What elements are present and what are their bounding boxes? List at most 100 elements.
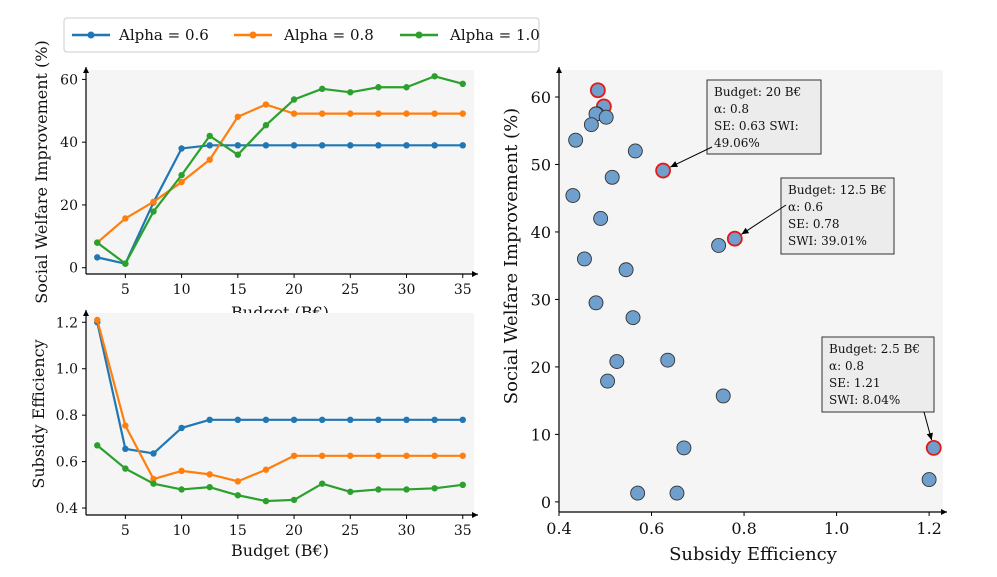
x-ticks: 5 10 15 20 25 30 35	[121, 274, 472, 298]
data-point-alpha-1-0	[122, 260, 129, 267]
data-point-alpha-1-0	[290, 496, 298, 504]
data-point-alpha-1-0	[318, 85, 326, 93]
legend: Alpha = 0.6 Alpha = 0.8 Alpha = 1.0	[63, 17, 540, 53]
legend-frame	[63, 17, 540, 53]
x-tick-label: 15	[229, 523, 247, 539]
data-point-alpha-0-6	[403, 416, 410, 424]
x-tick-label: 10	[173, 282, 191, 298]
data-point-alpha-0-8	[178, 467, 185, 475]
data-point-alpha-0-8	[262, 466, 270, 473]
data-point-alpha-0-8	[234, 478, 242, 485]
data-point-alpha-0-8	[318, 110, 326, 117]
series-lines	[94, 316, 466, 505]
scatter-point	[711, 238, 727, 253]
y-axis-arrow	[83, 310, 89, 316]
y-tick-label: 0.6	[56, 455, 78, 471]
annotation-line: SWI: 8.04%	[829, 393, 900, 407]
annotation-frame	[780, 177, 895, 255]
data-point-alpha-1-0	[290, 96, 298, 103]
y-axis-label: Subsidy Efficiency	[29, 339, 48, 488]
y-axis-label: Social Welfare Improvement (%)	[501, 108, 522, 404]
scatter-point	[593, 211, 609, 226]
data-point-alpha-0-6	[431, 142, 438, 149]
scatter-point	[618, 262, 634, 278]
data-point-alpha-0-6	[94, 254, 101, 261]
x-tick-label: 1.2	[916, 519, 941, 538]
data-point-alpha-0-8	[122, 422, 129, 429]
data-point-alpha-1-0	[234, 492, 242, 499]
legend-marker-alpha-06	[87, 31, 95, 39]
data-point-alpha-1-0	[403, 486, 410, 493]
annotation-line: α: 0.8	[714, 102, 749, 116]
data-point-alpha-0-6	[290, 142, 298, 149]
data-point-alpha-0-8	[150, 475, 157, 483]
data-point-alpha-0-6	[375, 416, 382, 424]
data-point-alpha-1-0	[122, 465, 129, 472]
data-point-alpha-0-8	[318, 452, 326, 459]
data-point-alpha-1-0	[262, 122, 270, 129]
scatter-point	[600, 373, 616, 389]
legend-label-alpha-06: Alpha = 0.6	[118, 26, 209, 44]
scatter-point	[921, 472, 937, 488]
annotation-line: SWI: 39.01%	[788, 234, 867, 248]
data-point-alpha-1-0	[459, 481, 466, 489]
annotation-box: Budget: 20 B€ α: 0.8 SE: 0.63 SWI: 49.06%	[670, 79, 822, 168]
annotation-arrowhead	[670, 161, 678, 168]
data-point-alpha-0-8	[431, 452, 438, 459]
x-tick-label: 0.8	[731, 519, 756, 538]
x-tick-label: 5	[121, 282, 130, 298]
data-point-alpha-1-0	[262, 497, 270, 505]
data-point-alpha-0-6	[122, 445, 129, 453]
series-lines	[94, 73, 466, 267]
data-point-alpha-1-0	[178, 486, 185, 493]
x-tick-label: 1.0	[824, 519, 849, 538]
data-point-alpha-0-6	[262, 416, 270, 424]
x-tick-label: 5	[121, 523, 130, 539]
data-point-alpha-1-0	[431, 73, 438, 80]
data-point-alpha-1-0	[206, 132, 213, 140]
data-point-alpha-0-8	[206, 156, 213, 163]
annotation-arrowhead	[926, 432, 933, 441]
x-axis-arrow	[941, 509, 947, 515]
x-tick-label: 30	[398, 282, 416, 298]
scatter-point	[609, 354, 625, 369]
data-point-alpha-1-0	[94, 239, 101, 246]
annotation-line: SE: 0.63 SWI:	[714, 119, 799, 133]
series-line-alpha-0-8	[96, 103, 463, 244]
scatter-point	[676, 440, 692, 456]
data-point-alpha-0-8	[122, 215, 129, 222]
annotation-frame	[821, 336, 935, 413]
scatter-point	[604, 169, 620, 185]
data-point-alpha-1-0	[150, 480, 157, 487]
series-line-alpha-0-6	[97, 144, 463, 265]
y-axis-arrow	[556, 67, 562, 73]
series-line-alpha-0-8	[96, 319, 463, 483]
highlighted-point	[589, 82, 606, 99]
x-axis-arrow	[472, 271, 478, 277]
data-point-alpha-0-8	[347, 452, 354, 459]
data-point-alpha-1-0	[206, 483, 213, 491]
y-tick-label: 1.2	[56, 315, 78, 331]
y-tick-label: 20	[531, 358, 551, 377]
data-point-alpha-0-6	[234, 416, 242, 424]
annotation-line: α: 0.8	[829, 359, 864, 373]
y-tick-label: 10	[531, 425, 551, 444]
x-tick-label: 35	[454, 523, 472, 539]
annotation-line: Budget: 2.5 B€	[829, 342, 920, 356]
x-tick-label: 0.6	[639, 519, 664, 538]
x-tick-label: 20	[285, 523, 303, 539]
data-point-alpha-1-0	[318, 480, 326, 487]
annotation-line: SE: 0.78	[788, 217, 840, 231]
plot-area	[86, 313, 474, 515]
data-point-alpha-1-0	[150, 208, 157, 215]
annotations: Budget: 20 B€α: 0.8SE: 0.63 SWI:49.06%Bu…	[670, 79, 935, 441]
data-point-alpha-0-8	[347, 110, 354, 117]
data-point-alpha-0-8	[206, 471, 213, 478]
data-point-alpha-0-8	[431, 110, 438, 117]
scatter-point	[568, 132, 584, 148]
scatter-point	[669, 485, 685, 501]
y-axis-arrow	[83, 67, 89, 73]
y-ticks: 0 10 20 30 40 50 60	[531, 88, 559, 512]
se-budget-chart: 5 10 15 20 25 30 35 0.4 0.6 0.8 1.0 1.2 Budget (B€…	[29, 310, 478, 560]
x-axis-label: Budget (B€)	[231, 541, 329, 560]
